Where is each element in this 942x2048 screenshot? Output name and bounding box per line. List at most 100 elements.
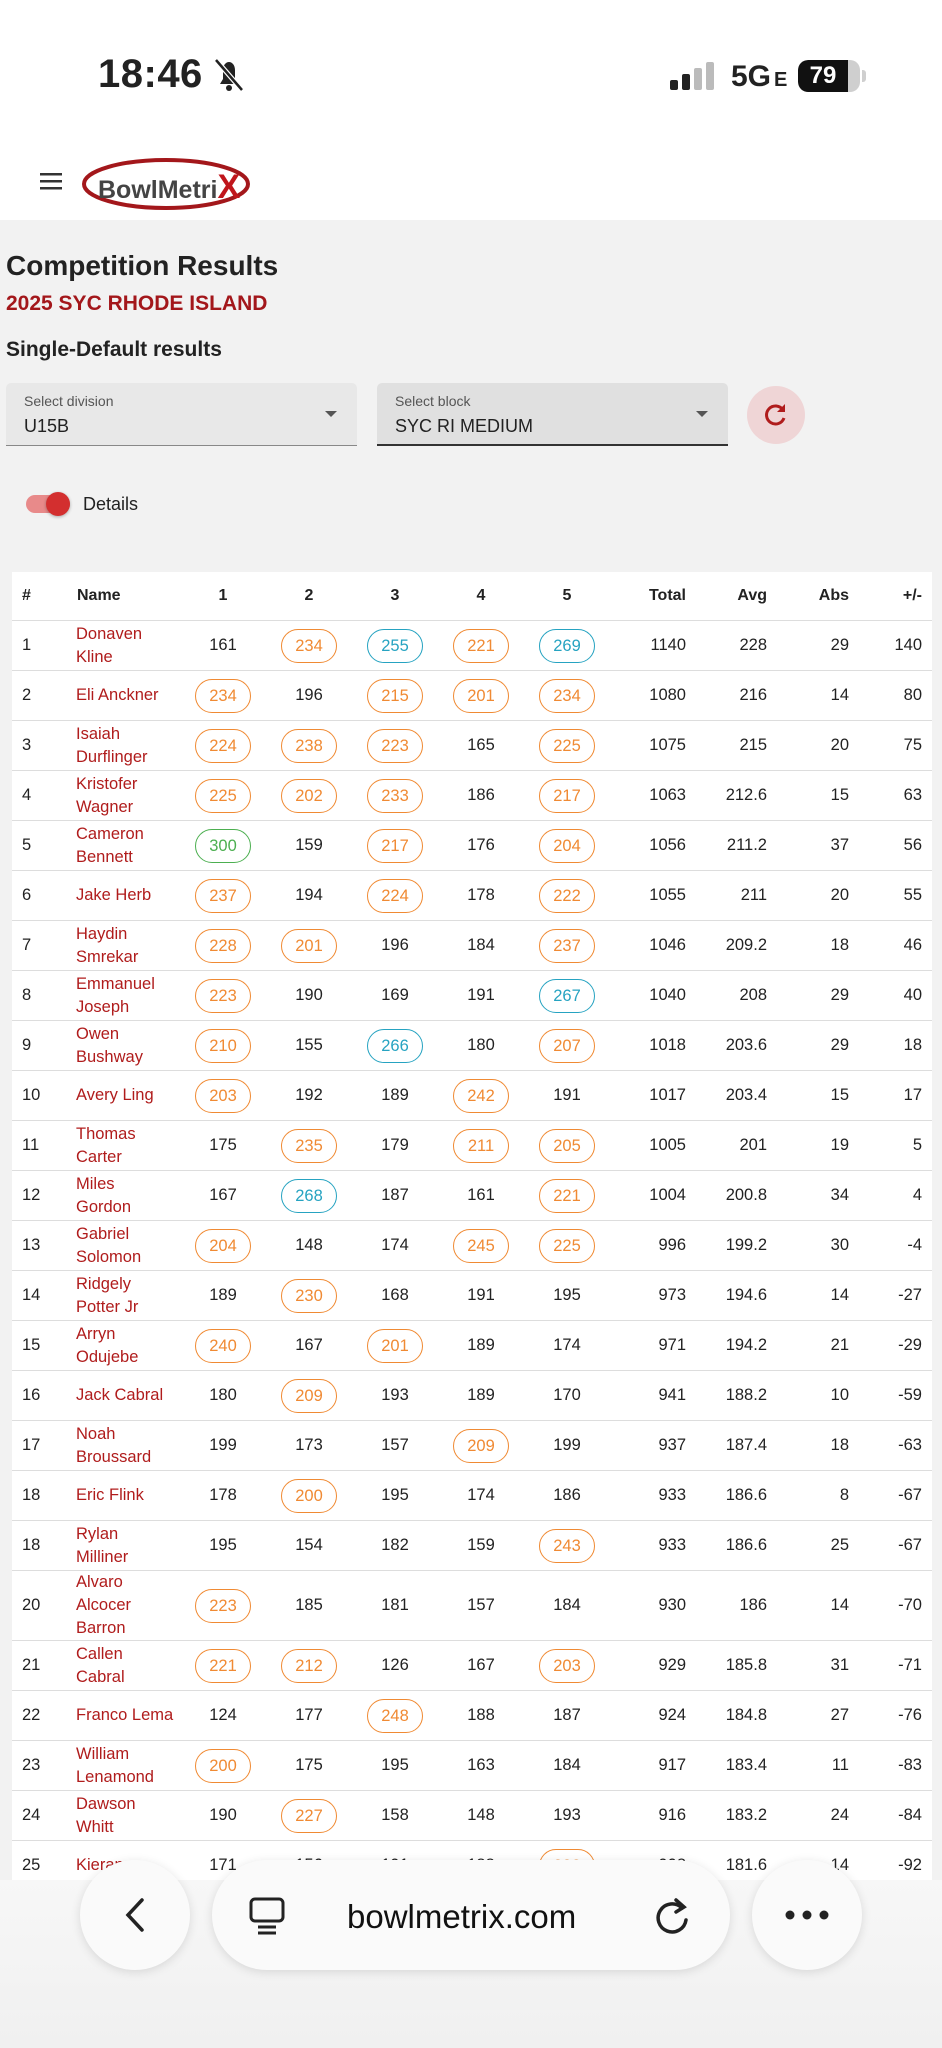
stat-cell: 211 bbox=[696, 870, 777, 921]
score-pill: 266 bbox=[367, 1028, 423, 1063]
score-pill: 215 bbox=[367, 678, 423, 713]
logo-accent: X bbox=[217, 168, 241, 206]
stat-cell: 161 bbox=[438, 1170, 524, 1221]
results-card: # Name 1 2 3 4 5 Total Avg Abs +/- 1 Donaven Kline 1… bbox=[12, 572, 932, 1880]
stat-cell: 180 bbox=[180, 1370, 266, 1421]
reload-icon[interactable] bbox=[650, 1894, 694, 1938]
stat-cell: 181 bbox=[352, 1570, 438, 1641]
rank: 21 bbox=[12, 1640, 76, 1691]
stat-cell: 924 bbox=[610, 1690, 696, 1741]
battery-tip bbox=[862, 70, 866, 82]
result-row: 9 Owen Bushway 210 155 266 180 207 1018 203.6 29 1… bbox=[12, 1020, 932, 1071]
score-cell: 243 bbox=[524, 1520, 610, 1571]
stat-cell: 930 bbox=[610, 1570, 696, 1641]
page-title: Competition Results bbox=[6, 250, 279, 281]
score-pill: 269 bbox=[539, 628, 595, 663]
score-cell: 234 bbox=[180, 670, 266, 721]
stat-cell: 195 bbox=[352, 1740, 438, 1791]
score-cell: 300 bbox=[180, 820, 266, 871]
refresh-button[interactable] bbox=[746, 385, 806, 445]
score-pill: 204 bbox=[195, 1228, 251, 1263]
more-button[interactable] bbox=[752, 1860, 862, 1970]
score-pill: 221 bbox=[453, 628, 509, 663]
stat-cell: 17 bbox=[859, 1070, 932, 1121]
stat-cell: 174 bbox=[438, 1470, 524, 1521]
score-pill: 237 bbox=[195, 878, 251, 913]
stat-cell: 186.6 bbox=[696, 1520, 777, 1571]
toggle-knob[interactable] bbox=[46, 492, 70, 516]
result-row: 22 Franco Lema 124 177 248 188 187 924 184.8 27 -7… bbox=[12, 1690, 932, 1741]
stat-cell: -63 bbox=[859, 1420, 932, 1471]
bowler-name: Miles Gordon bbox=[76, 1170, 180, 1221]
score-cell: 235 bbox=[266, 1120, 352, 1171]
rank: 24 bbox=[12, 1790, 76, 1841]
column-header: Avg bbox=[696, 572, 777, 621]
back-button[interactable] bbox=[80, 1860, 190, 1970]
score-cell: 200 bbox=[266, 1470, 352, 1521]
menu-button[interactable] bbox=[40, 172, 64, 192]
score-cell: 255 bbox=[352, 620, 438, 671]
stat-cell: 195 bbox=[180, 1520, 266, 1571]
rank: 4 bbox=[12, 770, 76, 821]
score-cell: 204 bbox=[524, 820, 610, 871]
score-pill: 240 bbox=[195, 1328, 251, 1363]
stat-cell: 194 bbox=[266, 870, 352, 921]
stat-cell: 158 bbox=[352, 1790, 438, 1841]
stat-cell: 184 bbox=[524, 1740, 610, 1791]
stat-cell: 1055 bbox=[610, 870, 696, 921]
stat-cell: 173 bbox=[266, 1420, 352, 1471]
stat-cell: 187.4 bbox=[696, 1420, 777, 1471]
stat-cell: 183.4 bbox=[696, 1740, 777, 1791]
stat-cell: 190 bbox=[266, 970, 352, 1021]
score-cell: 266 bbox=[352, 1020, 438, 1071]
stat-cell: 1075 bbox=[610, 720, 696, 771]
stat-cell: 167 bbox=[266, 1320, 352, 1371]
network: 5G E bbox=[731, 60, 787, 94]
score-cell: 205 bbox=[524, 1120, 610, 1171]
result-row: 14 Ridgely Potter Jr 189 230 168 191 195 973 194… bbox=[12, 1270, 932, 1321]
stat-cell: 187 bbox=[524, 1690, 610, 1741]
score-pill: 201 bbox=[281, 928, 337, 963]
stat-cell: 124 bbox=[180, 1690, 266, 1741]
stat-cell: 56 bbox=[859, 820, 932, 871]
stat-cell: 177 bbox=[266, 1690, 352, 1741]
score-pill: 243 bbox=[539, 1528, 595, 1563]
stat-cell: 189 bbox=[438, 1370, 524, 1421]
stat-cell: -67 bbox=[859, 1520, 932, 1571]
results-table: # Name 1 2 3 4 5 Total Avg Abs +/- 1 Donaven Kline 1… bbox=[12, 572, 932, 1880]
stat-cell: 27 bbox=[777, 1690, 859, 1741]
block-select[interactable]: Select block SYC RI MEDIUM bbox=[377, 383, 728, 446]
dropdown-arrow bbox=[696, 411, 708, 417]
bowler-name: William Lenamond bbox=[76, 1740, 180, 1791]
division-select[interactable]: Select division U15B bbox=[6, 383, 357, 446]
stat-cell: 195 bbox=[352, 1470, 438, 1521]
rank: 20 bbox=[12, 1570, 76, 1641]
logo[interactable]: BowlMetriX bbox=[80, 152, 258, 212]
stat-cell: 140 bbox=[859, 620, 932, 671]
score-pill: 245 bbox=[453, 1228, 509, 1263]
score-cell: 211 bbox=[438, 1120, 524, 1171]
score-pill: 203 bbox=[539, 1648, 595, 1683]
stat-cell: 1080 bbox=[610, 670, 696, 721]
stat-cell: 24 bbox=[777, 1790, 859, 1841]
select-label: Select division bbox=[24, 393, 114, 409]
tabs-icon[interactable] bbox=[248, 1896, 288, 1936]
score-cell: 215 bbox=[352, 670, 438, 721]
score-cell: 200 bbox=[180, 1740, 266, 1791]
stat-cell: 34 bbox=[777, 1170, 859, 1221]
rank: 16 bbox=[12, 1370, 76, 1421]
score-pill: 203 bbox=[195, 1078, 251, 1113]
address-bar[interactable]: bowlmetrix.com bbox=[212, 1860, 730, 1970]
result-row: 24 Dawson Whitt 190 227 158 148 193 916 183.2 24-… bbox=[12, 1790, 932, 1841]
score-cell: 233 bbox=[352, 770, 438, 821]
stat-cell: 216 bbox=[696, 670, 777, 721]
stat-cell: 176 bbox=[438, 820, 524, 871]
score-cell: 203 bbox=[180, 1070, 266, 1121]
network-suffix: E bbox=[774, 69, 788, 91]
stat-cell: -59 bbox=[859, 1370, 932, 1421]
score-cell: 201 bbox=[266, 920, 352, 971]
stat-cell: 194.2 bbox=[696, 1320, 777, 1371]
rank: 11 bbox=[12, 1120, 76, 1171]
bowler-name: Rylan Milliner bbox=[76, 1520, 180, 1571]
